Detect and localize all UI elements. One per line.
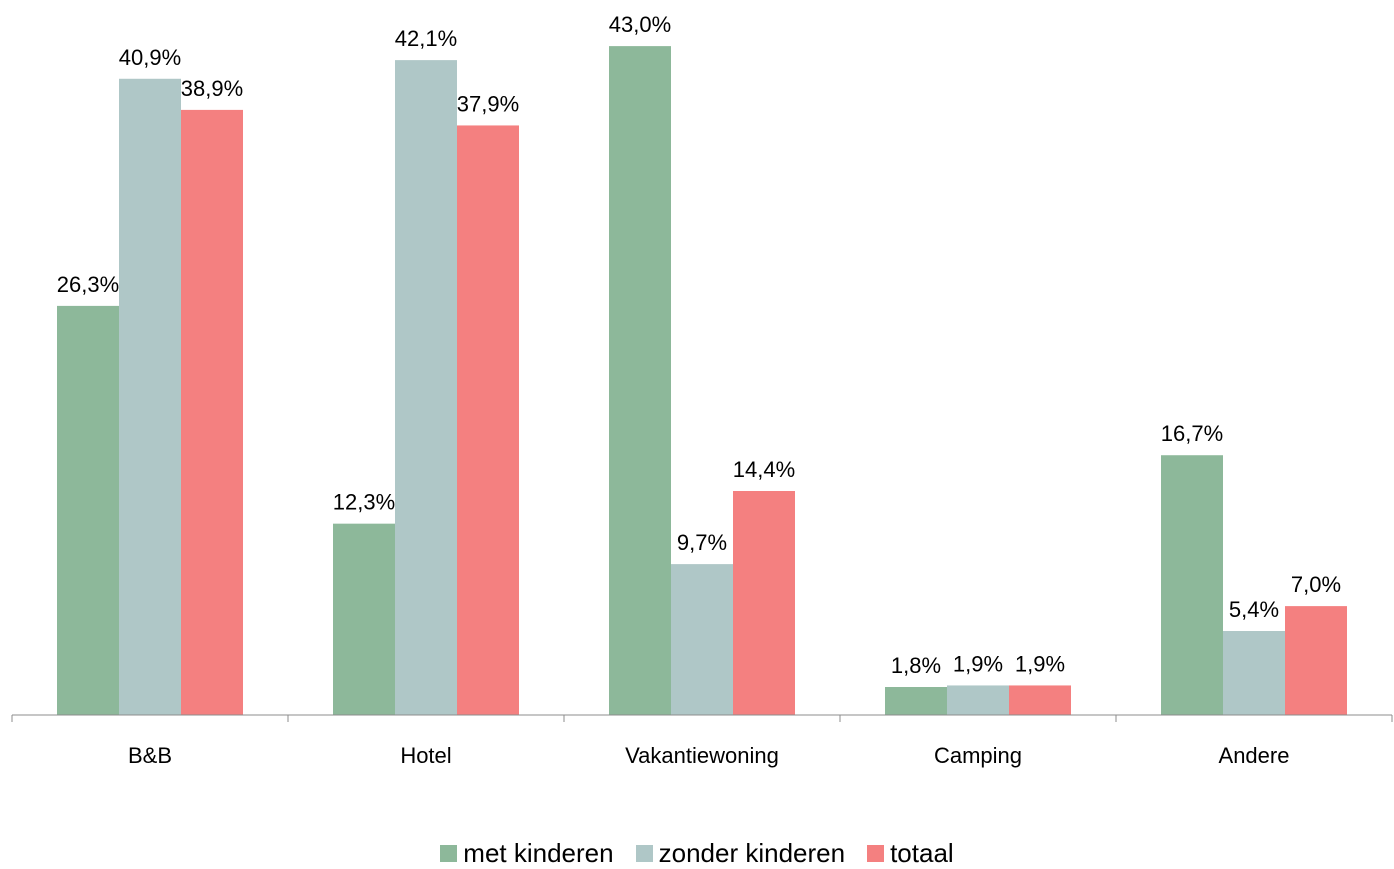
- data-label-zonder-kinderen-2: 9,7%: [677, 530, 727, 555]
- data-label-totaal-4: 7,0%: [1291, 572, 1341, 597]
- data-label-met-kinderen-2: 43,0%: [609, 12, 671, 37]
- bar-met-kinderen-1: [333, 523, 395, 715]
- bar-zonder-kinderen-3: [947, 685, 1009, 715]
- bar-met-kinderen-3: [885, 687, 947, 715]
- legend-label-zonder-kinderen: zonder kinderen: [658, 838, 846, 868]
- x-axis: B&B Hotel Vakantiewoning Camping Andere: [11, 714, 1393, 768]
- data-label-zonder-kinderen-1: 42,1%: [395, 26, 457, 51]
- bar-totaal-0: [181, 109, 243, 715]
- data-label-totaal-1: 37,9%: [457, 91, 519, 116]
- bar-met-kinderen-0: [57, 305, 119, 715]
- bar-totaal-3: [1009, 685, 1071, 715]
- bar-totaal-1: [457, 125, 519, 715]
- x-tick-label-3: Camping: [934, 743, 1022, 768]
- bar-totaal-4: [1285, 606, 1347, 715]
- legend: met kinderen zonder kinderen totaal: [0, 838, 1394, 869]
- bars-group: [57, 46, 1347, 716]
- x-tick-label-2: Vakantiewoning: [625, 743, 779, 768]
- legend-item-totaal: totaal: [867, 838, 954, 869]
- data-label-zonder-kinderen-0: 40,9%: [119, 45, 181, 70]
- data-label-met-kinderen-3: 1,8%: [891, 653, 941, 678]
- x-tick-label-0: B&B: [128, 743, 172, 768]
- bar-met-kinderen-4: [1161, 455, 1223, 715]
- bar-zonder-kinderen-4: [1223, 631, 1285, 715]
- data-labels-group: 26,3% 40,9%38,9% 12,3% 42,1% 37,9% 43,0% 9,7% 1…: [57, 12, 1341, 678]
- legend-item-zonder-kinderen: zonder kinderen: [635, 838, 846, 869]
- legend-label-met-kinderen: met kinderen: [463, 838, 614, 868]
- legend-swatch-zonder-kinderen: [635, 845, 653, 862]
- data-label-met-kinderen-1: 12,3%: [333, 490, 395, 515]
- legend-swatch-met-kinderen: [440, 845, 458, 862]
- legend-label-totaal: totaal: [890, 838, 954, 868]
- data-label-zonder-kinderen-4: 5,4%: [1229, 597, 1279, 622]
- bar-zonder-kinderen-0: [119, 78, 181, 716]
- bar-totaal-2: [733, 491, 795, 715]
- legend-swatch-totaal: [867, 845, 885, 862]
- legend-item-met-kinderen: met kinderen: [440, 838, 614, 869]
- data-label-zonder-kinderen-3: 1,9%: [953, 651, 1003, 676]
- data-label-met-kinderen-4: 16,7%: [1161, 421, 1223, 446]
- x-tick-label-1: Hotel: [400, 743, 451, 768]
- bar-zonder-kinderen-2: [671, 564, 733, 715]
- data-label-met-kinderen-0: 26,3%: [57, 272, 119, 297]
- data-label-totaal-2: 14,4%: [733, 457, 795, 482]
- x-tick-label-4: Andere: [1219, 743, 1290, 768]
- data-label-totaal-0: 38,9%: [181, 76, 243, 101]
- data-label-totaal-3: 1,9%: [1015, 651, 1065, 676]
- bar-zonder-kinderen-1: [395, 60, 457, 716]
- bar-met-kinderen-2: [609, 46, 671, 716]
